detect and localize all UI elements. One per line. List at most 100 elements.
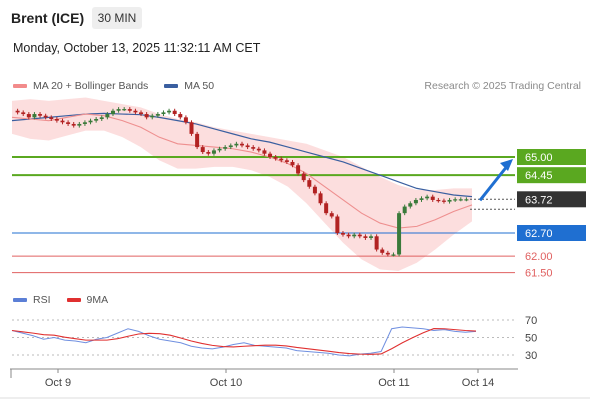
candle-body xyxy=(38,114,43,116)
candle-body xyxy=(206,152,211,154)
candle-body xyxy=(296,165,301,174)
x-tick-label: Oct 9 xyxy=(45,377,71,389)
candle-body xyxy=(458,199,463,201)
price-tag-text-65.00: 65.00 xyxy=(525,152,553,164)
price-tag-62.70 xyxy=(517,225,586,241)
candle-body xyxy=(357,234,362,237)
candle-body xyxy=(200,147,205,153)
ma20-line xyxy=(11,113,473,229)
candle-body xyxy=(133,110,138,113)
candle-body xyxy=(150,115,155,118)
candle-body xyxy=(453,199,458,201)
candle-body xyxy=(21,112,26,115)
candle-body xyxy=(54,119,59,121)
candle-body xyxy=(408,203,413,207)
timeframe-selector[interactable]: 30 MIN xyxy=(92,7,142,29)
candle-body xyxy=(413,199,418,204)
candle-body xyxy=(391,254,396,256)
rsi-swatch xyxy=(13,298,27,302)
candle-body xyxy=(172,110,177,115)
legend-ma20-label: MA 20 + Bollinger Bands xyxy=(33,80,149,92)
candle-body xyxy=(189,122,194,134)
x-tick-label: Oct 10 xyxy=(210,377,242,389)
candle-body xyxy=(139,112,144,115)
candle-body xyxy=(88,120,93,123)
rsi-tick-label: 70 xyxy=(525,315,537,327)
candle-body xyxy=(228,145,233,148)
price-tag-text-61.50: 61.50 xyxy=(525,268,553,280)
candle-body xyxy=(195,133,200,148)
candle-body xyxy=(26,114,31,118)
candle-body xyxy=(324,203,329,214)
candle-body xyxy=(402,206,407,214)
ma50-swatch xyxy=(164,84,179,88)
price-tag-64.45 xyxy=(517,167,586,184)
legend-rsi-label: RSI xyxy=(33,294,51,306)
candle-body xyxy=(144,114,149,118)
candle-body xyxy=(464,199,469,201)
candle-body xyxy=(430,196,435,200)
price-tag-text-62.70: 62.70 xyxy=(525,228,553,240)
candle-body xyxy=(82,122,87,124)
candle-body xyxy=(105,114,110,118)
price-tag-63.72 xyxy=(517,191,586,208)
candle-body xyxy=(312,186,317,194)
candle-body xyxy=(352,234,357,237)
candle-body xyxy=(318,193,323,204)
projection-arrowhead xyxy=(500,159,513,171)
price-tag-text-62.00: 62.00 xyxy=(525,251,553,263)
candle-body xyxy=(419,198,424,200)
candle-body xyxy=(77,123,82,126)
candle-body xyxy=(122,109,127,111)
candle-body xyxy=(99,117,104,119)
candle-body xyxy=(183,117,188,123)
candle-body xyxy=(234,143,239,146)
candle-body xyxy=(340,233,345,235)
candle-body xyxy=(369,236,374,238)
price-tag-text-63.72: 63.72 xyxy=(525,194,553,206)
candle-body xyxy=(161,112,166,115)
candle-body xyxy=(43,115,48,118)
price-tag-65.00 xyxy=(517,149,586,165)
candle-body xyxy=(335,216,340,233)
candle-body xyxy=(279,158,284,161)
candle-body xyxy=(211,150,216,154)
candle-body xyxy=(49,117,54,119)
ma20-swatch xyxy=(13,84,27,88)
candle-body xyxy=(178,114,183,118)
candle-body xyxy=(94,119,99,121)
candle-body xyxy=(262,150,267,154)
candle-body xyxy=(385,252,390,255)
legend-bottom: RSI 9MA xyxy=(13,294,108,306)
candle-body xyxy=(436,199,441,202)
candle-body xyxy=(380,249,385,253)
candle-body xyxy=(346,234,351,237)
candle-body xyxy=(251,147,256,149)
candle-body xyxy=(273,157,278,159)
x-tick-label: Oct 11 xyxy=(378,377,410,389)
ma9-swatch xyxy=(66,298,81,302)
candle-body xyxy=(155,114,160,116)
legend-top: MA 20 + Bollinger Bands MA 50 xyxy=(13,80,214,92)
credit-text: Research © 2025 Trading Central xyxy=(424,80,581,92)
candle-body xyxy=(15,110,20,113)
x-tick-label: Oct 14 xyxy=(462,377,494,389)
candle-body xyxy=(441,200,446,202)
candle-body xyxy=(60,120,65,123)
rsi-tick-label: 50 xyxy=(525,333,537,345)
candle-body xyxy=(127,109,132,111)
candle-body xyxy=(217,148,222,151)
candle-body xyxy=(240,143,244,146)
price-tag-text-64.45: 64.45 xyxy=(525,170,553,182)
candle-body xyxy=(71,123,76,126)
candle-body xyxy=(32,114,37,118)
candle-body xyxy=(110,110,115,115)
candle-body xyxy=(116,109,121,111)
candle-body xyxy=(329,213,334,217)
timestamp: Monday, October 13, 2025 11:32:11 AM CET xyxy=(13,41,261,55)
instrument-title: Brent (ICE) xyxy=(11,10,85,26)
candle-body xyxy=(268,153,273,157)
candle-body xyxy=(397,213,402,255)
rsi-line xyxy=(11,326,477,357)
